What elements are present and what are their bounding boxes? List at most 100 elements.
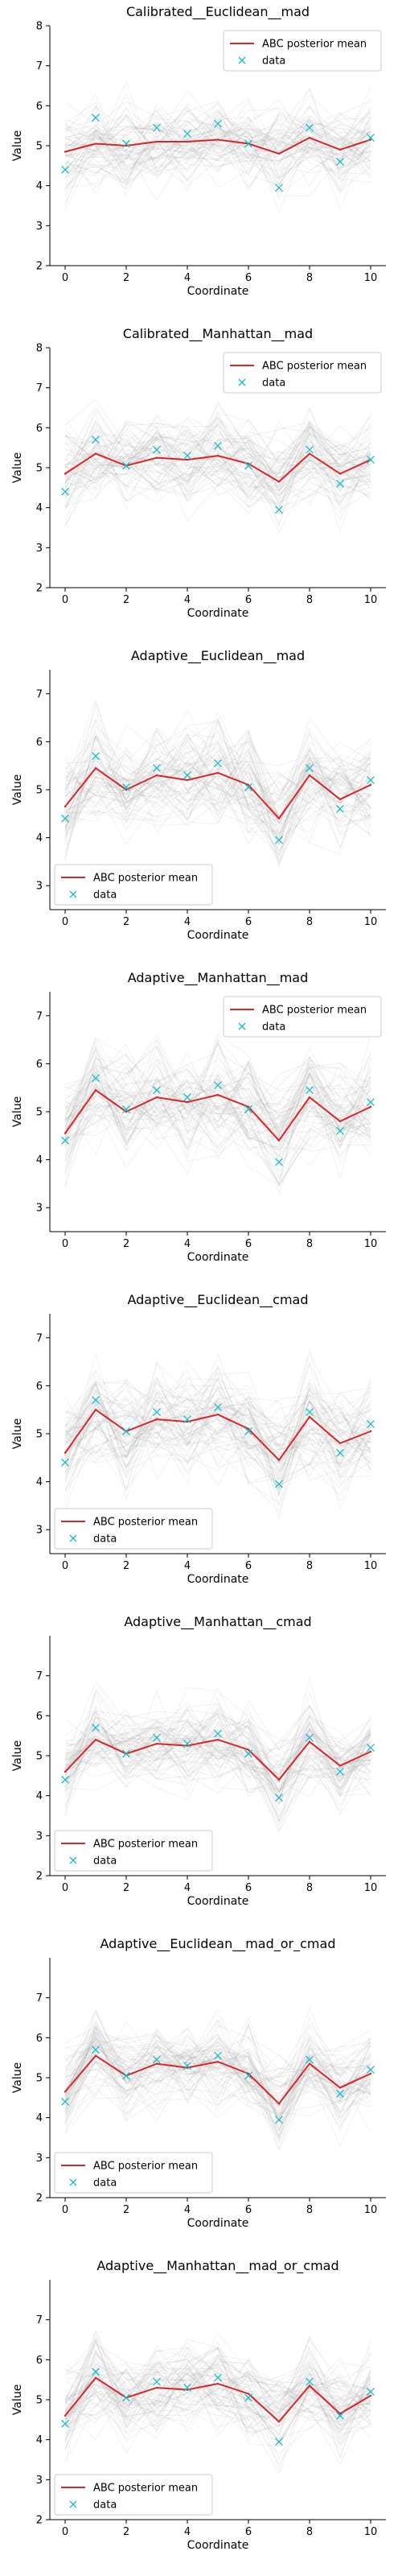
posterior-mean-point — [64, 2414, 67, 2417]
legend: ABC posterior mean data — [54, 2474, 213, 2516]
y-tick-label: 6 — [36, 1711, 43, 1723]
data-point-marker — [153, 2377, 161, 2386]
legend: ABC posterior mean data — [54, 1830, 213, 1872]
x-tick-label: 4 — [184, 1238, 191, 1250]
y-tick-label: 6 — [36, 423, 43, 435]
legend-label: data — [93, 890, 117, 902]
x-tick-label: 10 — [364, 2204, 378, 2216]
x-tick-label: 2 — [123, 1238, 129, 1250]
posterior-sample-lines — [64, 398, 371, 534]
data-point-marker — [122, 1427, 130, 1435]
x-tick-label: 8 — [306, 916, 313, 928]
data-point-marker — [214, 759, 222, 768]
posterior-mean-point — [308, 774, 311, 777]
data-point-marker — [153, 1086, 161, 1095]
y-tick-label: 7 — [36, 2314, 43, 2326]
data-point-marker — [92, 752, 100, 761]
chart-title: Adaptive__Manhattan__cmad — [124, 1614, 311, 1630]
x-tick-label: 10 — [364, 916, 378, 928]
legend-label: data — [93, 1534, 117, 1546]
x-axis-label: Coordinate — [187, 929, 249, 942]
x-tick-label: 2 — [123, 916, 129, 928]
x-tick-label: 2 — [123, 272, 129, 284]
x-tick-label: 0 — [62, 594, 68, 606]
panel-2: Adaptive__Euclidean__mad 0 2 4 6 8 10 3 4 5 6 7 Coor… — [11, 648, 386, 942]
posterior-mean-point — [247, 2392, 250, 2395]
posterior-mean-point — [247, 1748, 250, 1751]
y-tick-label: 2 — [36, 583, 43, 595]
posterior-mean-point — [216, 1738, 219, 1741]
x-tick-label: 10 — [364, 272, 378, 284]
legend-label: data — [93, 1856, 117, 1868]
posterior-mean-point — [155, 456, 158, 459]
x-tick-label: 10 — [364, 1882, 378, 1894]
data-point-marker — [367, 1420, 375, 1429]
legend: ABC posterior mean data — [54, 2152, 213, 2194]
data-point-marker — [367, 134, 375, 142]
chart-title: Adaptive__Euclidean__mad — [131, 648, 305, 664]
x-tick-label: 6 — [245, 916, 252, 928]
posterior-mean-point — [64, 1451, 67, 1455]
data-point-marker — [61, 814, 69, 823]
posterior-mean-point — [64, 473, 67, 475]
data-point-marker — [275, 2116, 283, 2124]
posterior-mean-point — [64, 2091, 67, 2093]
y-tick-label: 5 — [36, 1751, 43, 1763]
x-tick-label: 8 — [306, 1560, 313, 1572]
data-point-marker — [92, 436, 100, 444]
data-point-marker — [92, 114, 100, 122]
x-tick-label: 8 — [306, 1238, 313, 1250]
x-tick-label: 8 — [306, 2526, 313, 2538]
data-point-marker — [244, 783, 252, 791]
data-point-marker — [244, 1105, 252, 1113]
x-tick-label: 4 — [184, 1882, 191, 1894]
posterior-mean-point — [94, 1409, 97, 1411]
posterior-mean-point — [186, 2388, 189, 2391]
posterior-mean-point — [308, 452, 311, 455]
x-tick-label: 4 — [184, 272, 191, 284]
posterior-mean-point — [94, 1089, 97, 1092]
posterior-mean-point — [338, 473, 342, 475]
posterior-mean-point — [155, 140, 158, 143]
posterior-mean-point — [125, 788, 128, 791]
y-tick-label: 6 — [36, 1381, 43, 1393]
data-point-marker — [214, 2373, 222, 2382]
y-tick-label: 2 — [36, 2193, 43, 2205]
chart-title: Adaptive__Euclidean__mad_or_cmad — [100, 1936, 336, 1952]
posterior-mean-point — [216, 138, 219, 141]
data-point-marker — [336, 2089, 344, 2098]
y-tick-label: 2 — [36, 2515, 43, 2527]
posterior-mean-point — [125, 144, 128, 147]
posterior-mean-point — [247, 783, 250, 786]
data-point-marker — [61, 1775, 69, 1784]
legend-label: ABC posterior mean — [262, 361, 367, 373]
y-axis-label: Value — [11, 1418, 24, 1449]
data-point-marker — [275, 1480, 283, 1488]
y-tick-label: 3 — [36, 543, 43, 555]
data-point-marker — [367, 1098, 375, 1107]
panel-3: Adaptive__Manhattan__mad 0 2 4 6 8 10 3 4 5 6 7 Coor… — [11, 970, 386, 1264]
posterior-mean-point — [338, 2087, 342, 2089]
data-point-marker — [92, 2368, 100, 2376]
x-axis-label: Coordinate — [187, 2539, 249, 2552]
legend-label: data — [93, 2178, 117, 2190]
x-tick-label: 0 — [62, 1882, 68, 1894]
y-tick-label: 4 — [36, 1790, 43, 1802]
legend: ABC posterior mean data — [223, 996, 382, 1038]
posterior-mean-point — [186, 2066, 189, 2069]
posterior-sample-lines — [64, 1034, 371, 1194]
data-point-marker — [122, 2071, 130, 2080]
posterior-mean-point — [94, 2054, 97, 2057]
x-tick-label: 0 — [62, 2204, 68, 2216]
x-axis-label: Coordinate — [187, 1895, 249, 1908]
posterior-sample-lines — [64, 1348, 371, 1521]
chart-title: Adaptive__Manhattan__mad — [128, 970, 309, 986]
y-tick-label: 5 — [36, 463, 43, 475]
posterior-mean-point — [369, 2394, 372, 2397]
posterior-sample-lines — [64, 2330, 371, 2475]
x-tick-label: 8 — [306, 2204, 313, 2216]
data-point-marker — [214, 1403, 222, 1412]
data-point-marker — [214, 1729, 222, 1738]
panel-0: Calibrated__Euclidean__mad 0 2 4 6 8 10 2 3 4 5 6 7 8… — [11, 4, 386, 298]
